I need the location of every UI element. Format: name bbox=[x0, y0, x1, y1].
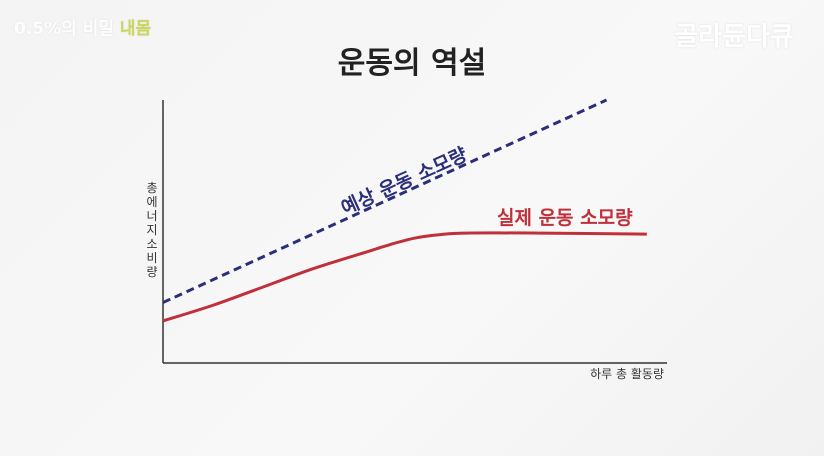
x-axis-label: 하루 총 활동량 bbox=[590, 367, 664, 381]
series-line-expected bbox=[162, 98, 608, 304]
y-axis-label-char: 비 bbox=[146, 251, 157, 265]
y-axis-label-char: 에 bbox=[146, 195, 157, 209]
series-label-actual: 실제 운동 소모량 bbox=[497, 207, 633, 229]
channel-logo-right: 골라듄다큐 bbox=[674, 22, 794, 52]
series-line-actual bbox=[162, 231, 647, 323]
y-axis-label-char: 지 bbox=[146, 223, 157, 237]
chart-title: 운동의 역설 bbox=[337, 46, 487, 81]
series-label-expected: 예상 운동 소모량 bbox=[338, 143, 471, 219]
y-axis-label-char: 소 bbox=[146, 237, 157, 251]
channel-logo-left: 0.5%의 비밀 내몸 bbox=[14, 14, 151, 39]
y-axis-label-char: 총 bbox=[146, 181, 157, 195]
y-axis-label-char: 너 bbox=[146, 209, 157, 223]
logo-accent: 내몸 bbox=[119, 19, 152, 39]
logo-text: 0.5%의 비밀 bbox=[14, 19, 114, 39]
y-axis-label-char: 량 bbox=[146, 265, 157, 279]
